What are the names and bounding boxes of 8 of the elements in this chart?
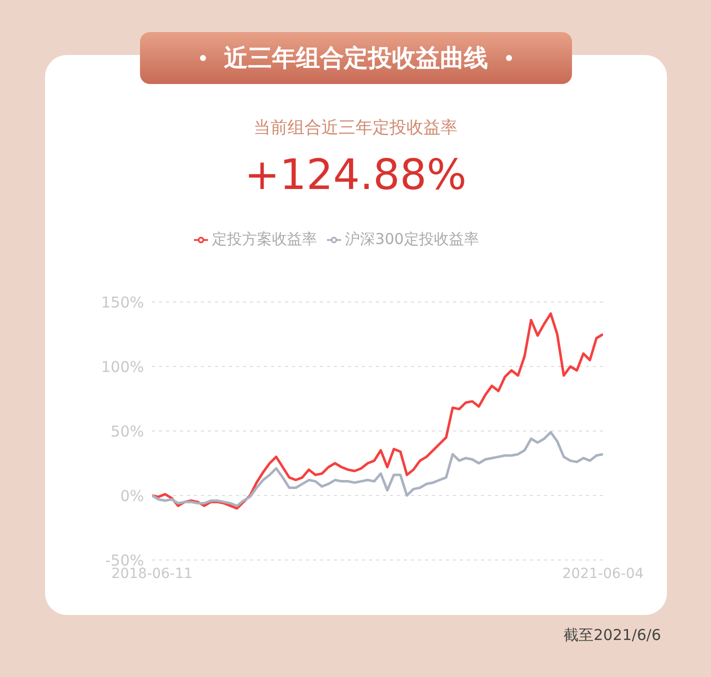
line-series: [152, 312, 603, 510]
legend-label: 沪深300定投收益率: [345, 230, 479, 248]
text: +124.88%: [243, 150, 468, 199]
text: 截至2021/6/6: [564, 626, 661, 645]
chart-subtitle: 当前组合近三年定投收益率: [252, 117, 458, 139]
legend-label: 定投方案收益率: [212, 230, 318, 248]
chart-title: 近三年组合定投收益曲线: [224, 43, 488, 74]
line-series: [152, 431, 603, 508]
